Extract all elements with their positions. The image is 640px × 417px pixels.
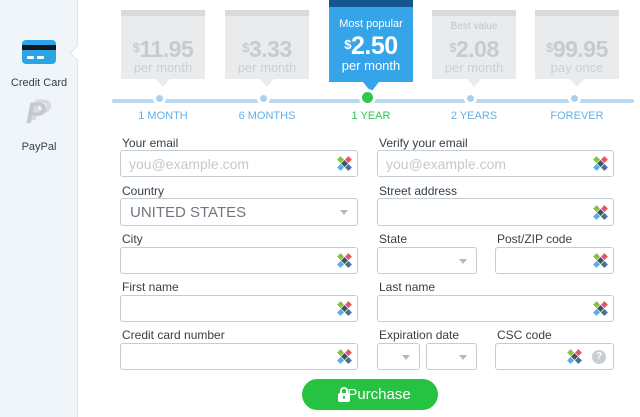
chevron-down-icon	[340, 210, 348, 215]
verify-email-label: Verify your email	[379, 136, 468, 150]
autofill-icon	[567, 349, 582, 364]
street-input[interactable]	[377, 198, 614, 226]
city-label: City	[122, 232, 143, 246]
autofill-icon	[337, 301, 352, 316]
credit-card-icon	[22, 40, 56, 64]
duration-label-forever[interactable]: FOREVER	[550, 110, 604, 122]
chevron-down-icon	[459, 258, 467, 264]
plan-badge: Most popular	[339, 18, 403, 30]
autofill-icon	[593, 156, 608, 171]
paypal-label: PayPal	[21, 141, 57, 153]
cc-number-input[interactable]	[120, 343, 358, 370]
plan-price: $3.33	[242, 36, 292, 62]
last-name-label: Last name	[379, 280, 436, 294]
plan-6-months[interactable]: $3.33 per month	[225, 10, 309, 87]
lock-icon	[338, 387, 350, 402]
plan-period: per month	[341, 58, 401, 73]
cc-number-label: Credit card number	[122, 328, 225, 342]
plan-price: $2.50	[344, 32, 398, 60]
sidebar-item-credit-card[interactable]: Credit Card	[0, 40, 78, 89]
country-label: Country	[122, 184, 165, 198]
plan-1-month[interactable]: $11.95 per month	[121, 10, 205, 87]
duration-label-2-years[interactable]: 2 YEARS	[450, 110, 498, 122]
slider-dot-forever[interactable]	[568, 92, 581, 105]
verify-email-input[interactable]	[377, 150, 614, 177]
plan-period: per month	[444, 60, 504, 75]
street-label: Street address	[379, 184, 458, 198]
plan-period: pay once	[550, 60, 604, 75]
country-select[interactable]: UNITED STATES	[120, 198, 358, 226]
plan-badge: Best value	[450, 21, 498, 32]
csc-label: CSC code	[497, 328, 552, 342]
city-input[interactable]	[120, 247, 358, 274]
plan-2-years[interactable]: Best value $2.08 per month	[432, 10, 516, 87]
autofill-icon	[593, 301, 608, 316]
country-value: UNITED STATES	[130, 204, 247, 221]
autofill-icon	[337, 349, 352, 364]
duration-label-1-month[interactable]: 1 MONTH	[138, 110, 188, 122]
purchase-button-label: Purchase	[347, 386, 411, 403]
slider-dot-2-years[interactable]	[464, 92, 477, 105]
your-email-input[interactable]	[120, 150, 358, 177]
plan-forever[interactable]: $99.95 pay once	[535, 10, 619, 87]
autofill-icon	[593, 253, 608, 268]
zip-input[interactable]	[495, 247, 614, 274]
plan-price: $99.95	[546, 36, 608, 62]
autofill-icon	[337, 156, 352, 171]
duration-label-6-months[interactable]: 6 MONTHS	[238, 110, 296, 122]
last-name-input[interactable]	[377, 295, 614, 322]
slider-dot-1-month[interactable]	[153, 92, 166, 105]
first-name-label: First name	[122, 280, 179, 294]
plan-price: $11.95	[132, 36, 194, 62]
plan-period: per month	[237, 60, 297, 75]
zip-label: Post/ZIP code	[497, 232, 573, 246]
slider-dot-1-year-selected[interactable]	[359, 89, 376, 106]
chevron-down-icon	[402, 354, 410, 360]
state-select[interactable]	[377, 247, 477, 274]
duration-label-1-year[interactable]: 1 YEAR	[351, 110, 391, 122]
slider-dot-6-months[interactable]	[257, 92, 270, 105]
plan-price: $2.08	[449, 36, 499, 62]
purchase-button[interactable]: Purchase	[302, 379, 438, 410]
credit-card-label: Credit Card	[10, 77, 68, 89]
your-email-label: Your email	[122, 136, 179, 150]
chevron-down-icon	[459, 354, 467, 360]
csc-help-icon[interactable]: ?	[592, 350, 606, 364]
plan-1-year-selected[interactable]: Most popular $2.50 per month	[329, 0, 413, 92]
plan-period: per month	[133, 60, 193, 75]
autofill-icon	[593, 205, 608, 220]
autofill-icon	[337, 253, 352, 268]
expiration-year-select[interactable]	[426, 343, 477, 370]
expiration-month-select[interactable]	[377, 343, 420, 370]
first-name-input[interactable]	[120, 295, 358, 322]
expiration-label: Expiration date	[379, 328, 460, 342]
state-label: State	[379, 232, 408, 246]
